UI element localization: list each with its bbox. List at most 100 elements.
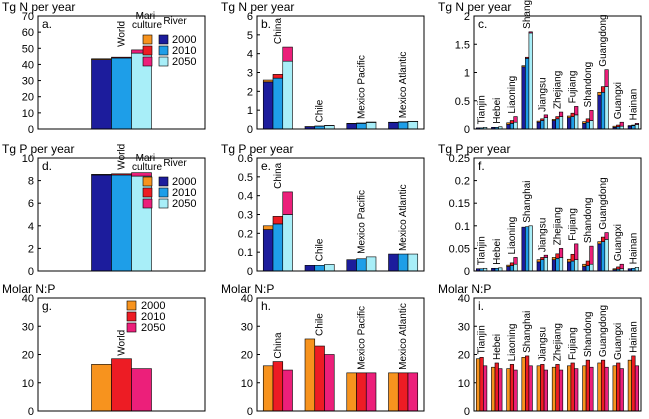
category-label: Mexico Atlantic xyxy=(398,184,409,251)
bar-segment xyxy=(634,123,640,125)
category-label: Chile xyxy=(315,313,326,336)
y-tick-label: 10 xyxy=(22,108,34,120)
y-tick-label: 0.1 xyxy=(455,221,470,233)
bar xyxy=(324,125,335,130)
y-tick-label: 2 xyxy=(247,86,253,98)
bar xyxy=(585,359,590,412)
bar xyxy=(388,122,399,130)
bar xyxy=(506,266,511,272)
bar-segment xyxy=(604,69,609,87)
bar xyxy=(272,223,284,272)
bar-segment xyxy=(555,116,560,120)
legend-swatch xyxy=(142,34,153,45)
bar-segment xyxy=(509,262,515,266)
y-tick-label: 2 xyxy=(464,11,470,23)
bar-segment xyxy=(131,172,152,177)
y-tick-label: 0.25 xyxy=(449,153,470,165)
bar xyxy=(555,364,560,412)
bar xyxy=(555,118,560,130)
bar-segment xyxy=(111,56,132,59)
bar xyxy=(388,372,399,412)
bar xyxy=(555,258,560,272)
bar-segment xyxy=(540,257,545,261)
bar xyxy=(570,260,575,272)
category-label: China xyxy=(273,332,284,359)
bar xyxy=(528,365,533,412)
bar-segment xyxy=(619,121,624,127)
bar xyxy=(582,365,587,412)
bar xyxy=(600,241,606,272)
bar xyxy=(528,225,533,272)
bar xyxy=(634,267,640,272)
legend-label: 2000 xyxy=(172,34,196,46)
y-tick-label: 30 xyxy=(241,321,253,333)
bar xyxy=(536,121,541,130)
bar xyxy=(521,66,526,130)
bar xyxy=(536,261,541,272)
bar xyxy=(479,357,484,412)
bar xyxy=(600,91,606,130)
y-tick-label: 30 xyxy=(458,321,470,333)
bar xyxy=(521,226,526,272)
bar xyxy=(506,124,511,130)
bar xyxy=(483,365,488,412)
panel-label: i. xyxy=(478,299,484,313)
bar xyxy=(589,120,594,130)
y-tick-label: 0 xyxy=(464,266,470,278)
panel-label: g. xyxy=(42,299,52,313)
category-label: Chile xyxy=(315,238,326,261)
bar xyxy=(525,58,530,130)
axis-title: Molar N:P xyxy=(221,282,274,296)
panel-label: f. xyxy=(478,159,485,173)
y-tick-label: 0.15 xyxy=(449,198,470,210)
y-tick-label: 0 xyxy=(464,406,470,418)
bar xyxy=(558,116,564,130)
bar xyxy=(365,122,377,130)
category-label: Tianjin xyxy=(477,325,488,354)
bar xyxy=(604,86,609,130)
category-label: Guangxi xyxy=(613,323,624,360)
bar xyxy=(91,364,112,412)
y-tick-label: 20 xyxy=(22,92,34,104)
y-tick-label: 40 xyxy=(458,293,470,305)
bar-segment xyxy=(597,241,602,245)
category-label: World xyxy=(117,144,128,170)
bar-segment xyxy=(604,232,609,240)
bar-segment xyxy=(555,253,560,259)
bar-segment xyxy=(585,260,590,266)
bar xyxy=(346,259,357,272)
panel-label: d. xyxy=(42,159,52,173)
bar xyxy=(634,124,640,130)
legend-header: River xyxy=(163,16,187,27)
bar xyxy=(574,259,579,272)
panel-label: c. xyxy=(478,17,487,31)
category-label: Chile xyxy=(315,99,326,122)
category-label: Guangdong xyxy=(598,14,609,66)
bar xyxy=(111,174,132,272)
bar-segment xyxy=(567,258,572,263)
bar-segment xyxy=(570,253,575,262)
category-label: Shanghai xyxy=(522,0,533,29)
category-label: China xyxy=(273,162,284,189)
bar-segment xyxy=(513,116,518,123)
legend-header: Mari- xyxy=(136,11,159,22)
category-label: Hainan xyxy=(628,89,639,121)
legend-label: 2050 xyxy=(172,56,196,68)
legend-swatch xyxy=(158,176,169,187)
y-tick-label: 40 xyxy=(241,293,253,305)
y-tick-label: 0.4 xyxy=(238,191,253,203)
bar xyxy=(540,120,545,130)
bar xyxy=(272,77,284,130)
bar xyxy=(597,243,602,272)
legend-swatch xyxy=(158,45,169,56)
category-label: Mexico Atlantic xyxy=(398,52,409,119)
y-tick-label: 0.1 xyxy=(238,247,253,259)
y-tick-label: 0.05 xyxy=(449,243,470,255)
category-label: Mexico Pacific xyxy=(356,55,367,119)
bar-segment xyxy=(589,110,594,121)
bar xyxy=(513,263,518,272)
bar xyxy=(528,32,533,130)
axis-title: Molar N:P xyxy=(438,282,491,296)
plot-frame xyxy=(256,297,425,412)
legend-swatch xyxy=(142,56,153,67)
